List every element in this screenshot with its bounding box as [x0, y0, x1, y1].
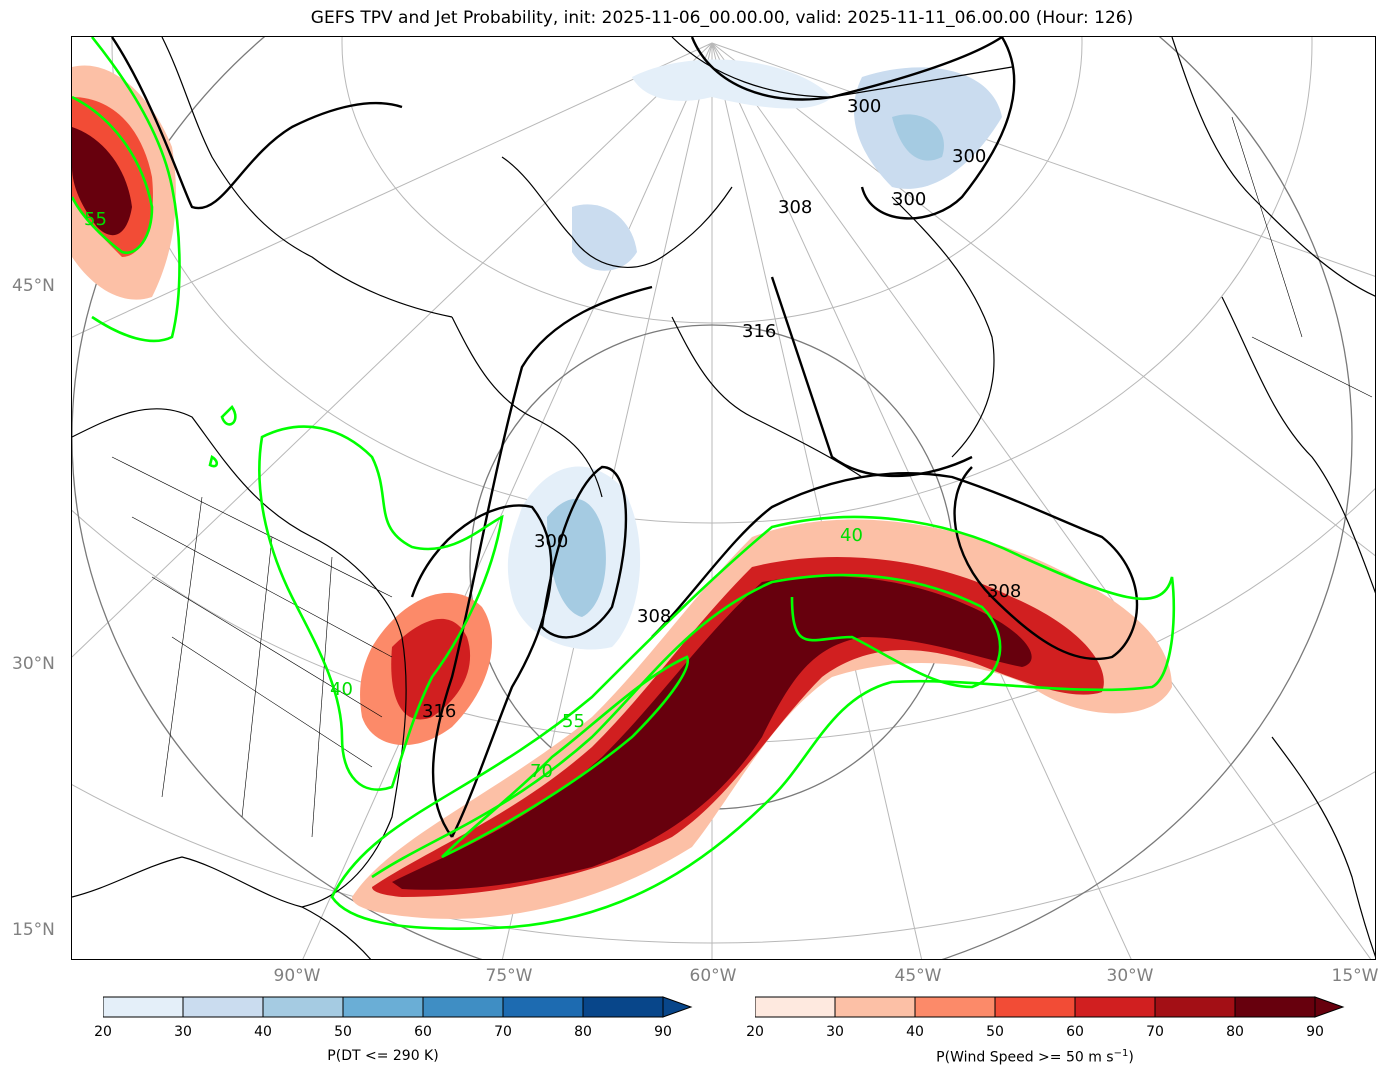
theta-label-7: 316 — [422, 701, 456, 722]
lon-label-30w: 30°W — [1106, 966, 1154, 986]
lat-label-45n: 45°N — [12, 276, 55, 296]
wind-tick-30: 30 — [826, 1024, 844, 1040]
jet-label-2: 40 — [840, 525, 863, 546]
theta-label-4: 308 — [778, 197, 812, 218]
theta-contour-labels: 300 300 300 308 316 308 316 300 308 — [422, 96, 1021, 722]
dt-tick-70: 70 — [494, 1024, 512, 1040]
jet-probability-contours — [72, 37, 1176, 930]
dt-tick-30: 30 — [174, 1024, 192, 1040]
map-canvas: 300 300 300 308 316 308 316 300 308 55 4… — [72, 37, 1375, 959]
wind-tick-70: 70 — [1146, 1024, 1164, 1040]
lon-label-45w: 45°W — [894, 966, 942, 986]
jet-contour-labels: 55 40 40 55 70 — [84, 209, 863, 782]
lat-label-15n: 15°N — [12, 920, 55, 940]
dt-tick-80: 80 — [574, 1024, 592, 1040]
lon-label-15w: 15°W — [1331, 966, 1379, 986]
jet-label-5: 70 — [530, 761, 553, 782]
dt-tick-90: 90 — [654, 1024, 672, 1040]
theta-label-6: 308 — [637, 606, 671, 627]
state-borders — [111, 116, 1373, 838]
theta-label-8: 300 — [534, 531, 568, 552]
colorbar-dt-label: P(DT <= 290 K) — [327, 1048, 439, 1064]
wind-tick-80: 80 — [1226, 1024, 1244, 1040]
jet-probability-shading — [72, 65, 1172, 919]
wind-tick-90: 90 — [1306, 1024, 1324, 1040]
colorbar-wind-label-sup: −1 — [1113, 1048, 1129, 1059]
colorbar-wind-label-end: ) — [1128, 1049, 1134, 1066]
theta-label-2: 300 — [952, 146, 986, 167]
wind-tick-50: 50 — [986, 1024, 1004, 1040]
jet-label-3: 40 — [330, 679, 353, 700]
theta-label-5: 316 — [742, 321, 776, 342]
dt-tick-40: 40 — [254, 1024, 272, 1040]
colorbar-dt-bar — [103, 996, 693, 1018]
lon-label-75w: 75°W — [485, 966, 533, 986]
theta-label-9: 308 — [987, 581, 1021, 602]
wind-tick-40: 40 — [906, 1024, 924, 1040]
dt-tick-60: 60 — [414, 1024, 432, 1040]
theta-label-1: 300 — [847, 96, 881, 117]
tpv-probability-shading — [507, 59, 1002, 650]
dt-tick-20: 20 — [94, 1024, 112, 1040]
colorbar-wind-label-main: P(Wind Speed >= 50 m s — [936, 1049, 1114, 1066]
coastlines — [72, 37, 1375, 959]
dt-tick-50: 50 — [334, 1024, 352, 1040]
theta-contours — [111, 37, 1139, 838]
lat-label-30n: 30°N — [12, 654, 55, 674]
jet-label-1: 55 — [84, 209, 107, 230]
lon-label-90w: 90°W — [273, 966, 321, 986]
lon-label-60w: 60°W — [689, 966, 737, 986]
map-title: GEFS TPV and Jet Probability, init: 2025… — [310, 8, 1134, 28]
jet-label-4: 55 — [562, 711, 585, 732]
wind-tick-20: 20 — [746, 1024, 764, 1040]
wind-tick-60: 60 — [1066, 1024, 1084, 1040]
map-panel[interactable]: 300 300 300 308 316 308 316 300 308 55 4… — [71, 36, 1376, 960]
graticule — [72, 37, 1375, 959]
colorbar-wind-label: P(Wind Speed >= 50 m s−1) — [936, 1048, 1134, 1066]
theta-label-3: 300 — [892, 189, 926, 210]
colorbar-wind-bar — [755, 996, 1345, 1018]
